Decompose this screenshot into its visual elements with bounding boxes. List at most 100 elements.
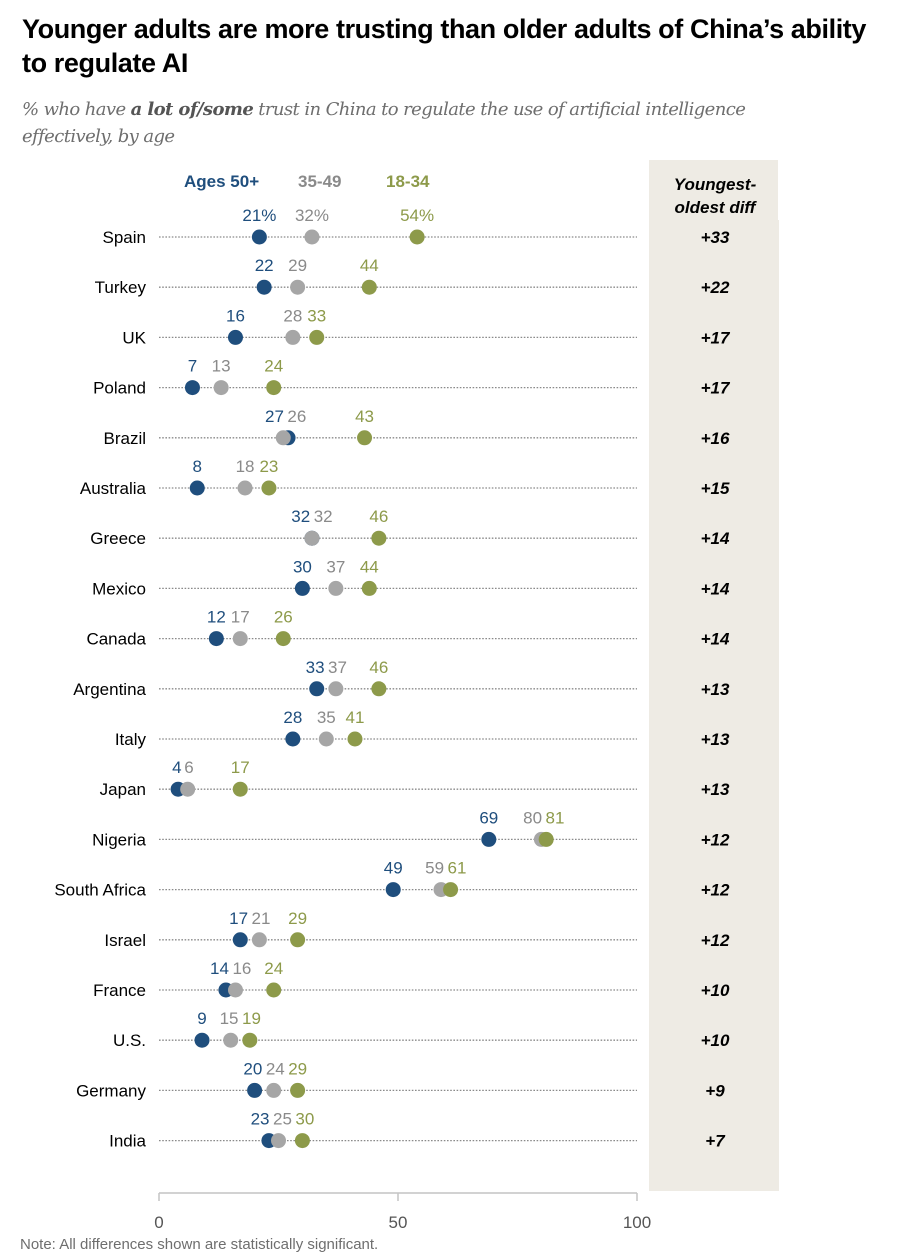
data-label-ages_50_plus: 12 (207, 608, 226, 627)
category-label: Brazil (103, 429, 146, 448)
data-label-ages_35_49: 80 (523, 808, 542, 827)
data-label-ages_35_49: 18 (236, 457, 255, 476)
data-label-ages_50_plus: 30 (293, 557, 312, 576)
dot-ages_18_34 (361, 580, 377, 596)
data-label-ages_35_49: 16 (232, 959, 251, 978)
data-label-ages_18_34: 41 (346, 708, 365, 727)
dot-ages_50_plus (189, 480, 205, 496)
dot-ages_50_plus (294, 580, 310, 596)
diff-value: +12 (701, 881, 730, 900)
data-label-ages_35_49: 37 (326, 557, 345, 576)
data-label-ages_35_49: 32 (314, 507, 333, 526)
data-label-ages_35_49: 26 (287, 407, 306, 426)
dot-ages_35_49 (271, 1133, 286, 1149)
legend-item-ages_35_49: 35-49 (298, 172, 341, 191)
dot-ages_50_plus (227, 329, 243, 345)
dot-ages_50_plus (256, 279, 272, 295)
data-label-ages_18_34: 81 (546, 808, 565, 827)
data-label-ages_50_plus: 49 (384, 859, 403, 878)
dot-ages_35_49 (227, 982, 243, 998)
data-label-ages_35_49: 28 (283, 306, 302, 325)
dot-ages_18_34 (309, 329, 325, 345)
dot-ages_35_49 (285, 329, 301, 345)
diff-value: +14 (701, 630, 730, 649)
dot-ages_18_34 (290, 1082, 306, 1098)
dot-ages_50_plus (232, 932, 248, 948)
data-label-ages_18_34: 24 (264, 357, 283, 376)
data-label-ages_50_plus: 9 (197, 1009, 206, 1028)
data-label-ages_50_plus: 21% (242, 206, 276, 225)
data-label-ages_35_49: 59 (425, 859, 444, 878)
category-label: Australia (80, 479, 147, 498)
dot-ages_35_49 (304, 229, 320, 245)
data-label-ages_35_49: 24 (266, 1059, 285, 1078)
data-label-ages_50_plus: 17 (229, 909, 248, 928)
legend-item-ages_50_plus: Ages 50+ (184, 172, 259, 191)
diff-value: +7 (705, 1132, 726, 1151)
dot-ages_35_49 (318, 731, 334, 747)
data-label-ages_50_plus: 32 (291, 507, 310, 526)
data-label-ages_18_34: 44 (360, 256, 379, 275)
category-label: Mexico (92, 579, 146, 598)
dot-ages_35_49 (223, 1032, 239, 1048)
data-label-ages_18_34: 29 (288, 909, 307, 928)
dot-ages_50_plus (385, 882, 401, 898)
data-label-ages_50_plus: 7 (188, 357, 197, 376)
dot-ages_18_34 (371, 681, 387, 697)
dot-ages_18_34 (361, 279, 377, 295)
dot-ages_50_plus (208, 631, 224, 647)
data-label-ages_50_plus: 27 (265, 407, 284, 426)
dot-ages_18_34 (294, 1133, 310, 1149)
dot-ages_35_49 (180, 781, 196, 797)
category-label: India (109, 1132, 146, 1151)
diff-value: +10 (701, 981, 730, 1000)
subtitle-emphasis: a lot of/some (130, 99, 254, 120)
diff-value: +22 (701, 278, 730, 297)
data-label-ages_35_49: 32% (295, 206, 329, 225)
diff-value: +13 (701, 680, 730, 699)
dot-ages_18_34 (371, 530, 387, 546)
category-label: Poland (93, 379, 146, 398)
dot-ages_50_plus (309, 681, 325, 697)
data-label-ages_18_34: 46 (369, 507, 388, 526)
x-tick-label: 100 (623, 1213, 651, 1232)
data-label-ages_18_34: 19 (242, 1009, 261, 1028)
chart-note: Note: All differences shown are statisti… (20, 1236, 379, 1253)
category-label: Greece (90, 529, 146, 548)
category-label: Nigeria (92, 830, 146, 849)
dot-ages_18_34 (266, 982, 282, 998)
chart-subtitle: % who have a lot of/some trust in China … (22, 96, 802, 150)
diff-value: +15 (701, 479, 730, 498)
data-label-ages_18_34: 44 (360, 557, 379, 576)
dot-ages_50_plus (184, 380, 200, 396)
dot-ages_50_plus (285, 731, 301, 747)
data-label-ages_18_34: 54% (400, 206, 434, 225)
data-label-ages_50_plus: 33 (306, 658, 325, 677)
category-label: Japan (100, 780, 146, 799)
diff-column-header-line: Youngest- (674, 175, 757, 194)
category-label: Israel (104, 931, 146, 950)
data-label-ages_18_34: 17 (231, 758, 250, 777)
dot-ages_18_34 (232, 781, 248, 797)
subtitle-suffix: trust in China to regulate the use of ar… (22, 99, 746, 147)
dot-ages_18_34 (409, 229, 425, 245)
data-label-ages_50_plus: 8 (193, 457, 202, 476)
diff-value: +9 (705, 1081, 725, 1100)
data-label-ages_35_49: 25 (273, 1110, 292, 1129)
data-label-ages_35_49: 15 (220, 1009, 239, 1028)
diff-header-edge (778, 160, 779, 220)
dot-ages_35_49 (328, 580, 344, 596)
category-label: Turkey (95, 278, 147, 297)
data-label-ages_50_plus: 16 (226, 306, 245, 325)
dot-ages_35_49 (275, 430, 291, 446)
dot-ages_35_49 (232, 631, 248, 647)
diff-value: +13 (701, 730, 730, 749)
data-label-ages_35_49: 13 (212, 357, 231, 376)
data-label-ages_50_plus: 23 (251, 1110, 270, 1129)
dot-ages_35_49 (328, 681, 344, 697)
data-label-ages_50_plus: 14 (210, 959, 229, 978)
data-label-ages_35_49: 29 (288, 256, 307, 275)
data-label-ages_18_34: 46 (369, 658, 388, 677)
category-label: U.S. (113, 1031, 146, 1050)
